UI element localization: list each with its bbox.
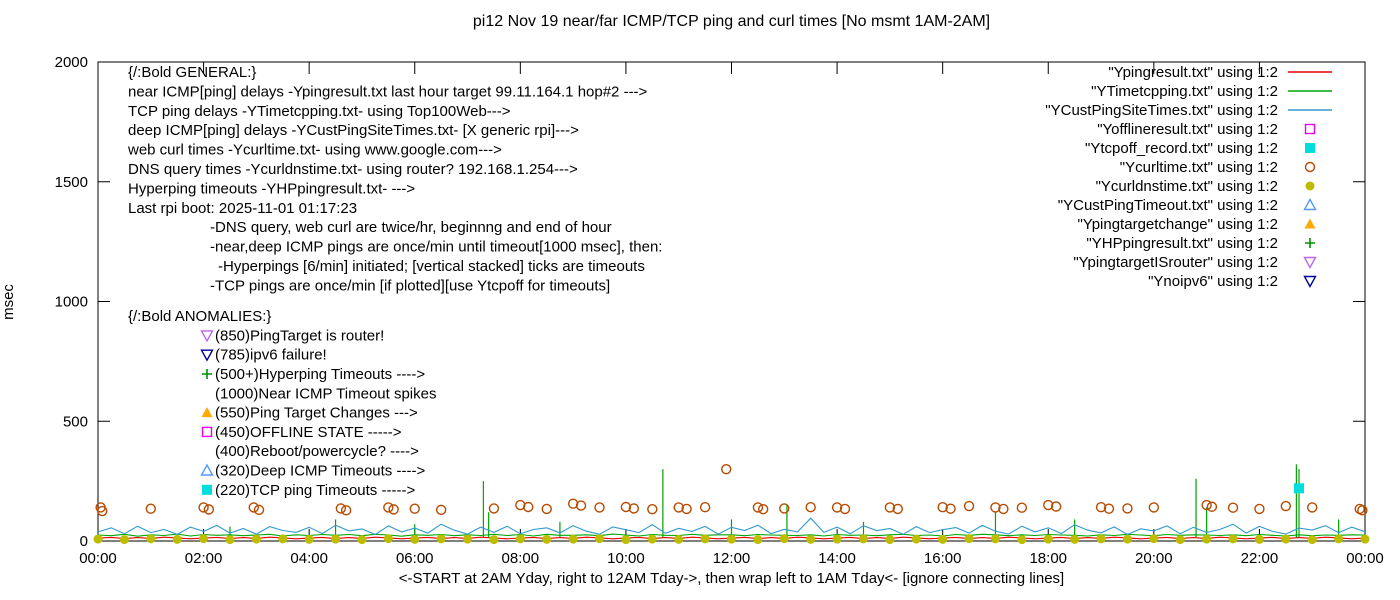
series-Ycurltime.txt (95, 463, 1368, 517)
text-label: "Ypingresult.txt" using 1:2 (1108, 64, 1278, 81)
text-label: 500 (63, 413, 88, 430)
text-label: -TCP pings are once/min [if plotted][use… (210, 277, 610, 294)
text-label: -Hyperpings [6/min] initiated; [vertical… (218, 258, 645, 275)
text-label: "Ypingtargetchange" using 1:2 (1077, 216, 1278, 233)
text-label: {/:Bold ANOMALIES:} (128, 308, 271, 325)
text-label: 04:00 (290, 550, 328, 567)
text-label: "YHPpingresult.txt" using 1:2 (1086, 235, 1278, 252)
text-label: 14:00 (818, 550, 856, 567)
text-label: (550)Ping Target Changes ---> (215, 405, 418, 422)
legend-item: "YHPpingresult.txt" using 1:2 (1086, 235, 1315, 252)
text-label: DNS query times -Ycurldnstime.txt- using… (128, 161, 578, 178)
text-label: 1000 (55, 294, 88, 311)
text-label: 2000 (55, 54, 88, 71)
text-label: 0 (80, 533, 88, 550)
text-label: (850)PingTarget is router! (215, 327, 384, 344)
legend-item: "YpingtargetISrouter" using 1:2 (1073, 254, 1317, 271)
text-label: (400)Reboot/powercycle? ----> (215, 443, 419, 460)
text-label: "YCustPingTimeout.txt" using 1:2 (1058, 197, 1278, 214)
series-YCustPingSiteTimes.txt (97, 517, 1366, 536)
text-label: 18:00 (1029, 550, 1067, 567)
text-label: 02:00 (185, 550, 223, 567)
text-label: 1500 (55, 174, 88, 191)
text-label: 00:00 (79, 550, 117, 567)
text-label: "YCustPingSiteTimes.txt" using 1:2 (1045, 102, 1278, 119)
text-label: "YTimetcpping.txt" using 1:2 (1091, 83, 1278, 100)
text-label: 20:00 (1135, 550, 1173, 567)
text-label: "Ycurldnstime.txt" using 1:2 (1096, 178, 1278, 195)
chart-title: pi12 Nov 19 near/far ICMP/TCP ping and c… (472, 13, 991, 30)
text-label: (320)Deep ICMP Timeouts ----> (215, 463, 425, 480)
text-label: (220)TCP ping Timeouts -----> (215, 482, 415, 499)
text-label: Last rpi boot: 2025-11-01 01:17:23 (128, 200, 357, 217)
text-label: 00:00 (1346, 550, 1384, 567)
general-annotations: {/:Bold GENERAL:} near ICMP[ping] delays … (127, 64, 662, 294)
text-label: 12:00 (713, 550, 751, 567)
text-label: web curl times -Ycurltime.txt- using www… (127, 142, 502, 159)
text-label: (500+)Hyperping Timeouts ----> (215, 366, 425, 383)
text-label: -near,deep ICMP pings are once/min until… (210, 239, 662, 256)
text-label: "YpingtargetISrouter" using 1:2 (1073, 254, 1278, 271)
text-label: TCP ping delays -YTimetcpping.txt- using… (128, 103, 511, 120)
legend-item: "Ycurltime.txt" using 1:2 (1120, 159, 1316, 176)
text-label: (785)ipv6 failure! (215, 347, 327, 364)
text-label: deep ICMP[ping] delays -YCustPingSiteTim… (128, 122, 579, 139)
series-Ycurldnstime.txt (93, 534, 1370, 545)
text-label: -DNS query, web curl are twice/hr, begin… (210, 219, 612, 236)
anomaly-annotations: {/:Bold ANOMALIES:} (850)PingTarget is ro… (128, 308, 436, 499)
text-label: 08:00 (502, 550, 540, 567)
legend-item: "Ytcpoff_record.txt" using 1:2 (1085, 140, 1315, 157)
text-label: 06:00 (396, 550, 434, 567)
text-label: near ICMP[ping] delays -Ypingresult.txt … (128, 83, 648, 100)
x-axis-label: <-START at 2AM Yday, right to 12AM Tday-… (398, 570, 1065, 587)
text-label: "Ynoipv6" using 1:2 (1148, 273, 1278, 290)
legend-item: "Ynoipv6" using 1:2 (1148, 273, 1317, 290)
series-Ytcpoff_record.txt (1294, 483, 1305, 494)
text-label: 16:00 (924, 550, 962, 567)
text-label: "Yofflineresult.txt" using 1:2 (1097, 121, 1278, 138)
text-label: Hyperping timeouts -YHPpingresult.txt- -… (128, 180, 415, 197)
legend-item: "Yofflineresult.txt" using 1:2 (1097, 121, 1316, 138)
text-label: 22:00 (1241, 550, 1279, 567)
text-label: 10:00 (607, 550, 645, 567)
legend-item: "Ycurldnstime.txt" using 1:2 (1096, 178, 1315, 195)
text-label: (1000)Near ICMP Timeout spikes (215, 385, 436, 402)
legend-item: "YCustPingSiteTimes.txt" using 1:2 (1045, 102, 1332, 119)
text-label: {/:Bold GENERAL:} (128, 64, 256, 81)
text-label: (450)OFFLINE STATE -----> (215, 424, 402, 441)
text-label: "Ycurltime.txt" using 1:2 (1120, 159, 1278, 176)
legend-item: "YTimetcpping.txt" using 1:2 (1091, 83, 1332, 100)
text-label: "Ytcpoff_record.txt" using 1:2 (1085, 140, 1278, 157)
legend: "Ypingresult.txt" using 1:2 "YTimetcpping… (1045, 64, 1332, 290)
legend-item: "Ypingtargetchange" using 1:2 (1077, 216, 1316, 233)
legend-item: "YCustPingTimeout.txt" using 1:2 (1058, 197, 1317, 214)
legend-item: "Ypingresult.txt" using 1:2 (1108, 64, 1332, 81)
